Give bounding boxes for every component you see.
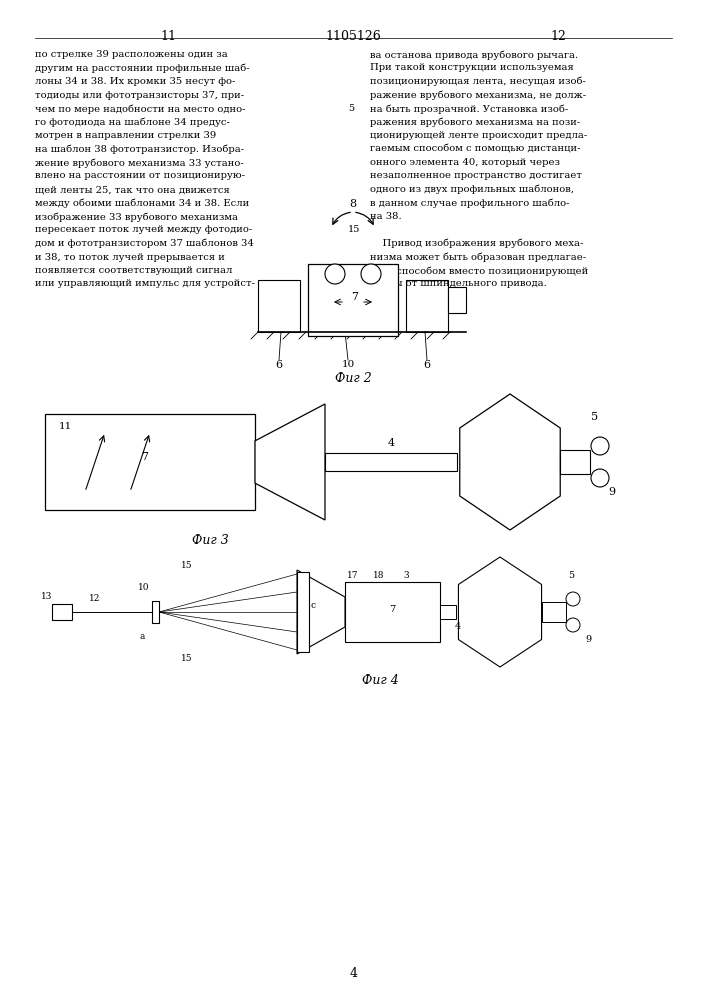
Bar [560, 450, 590, 474]
Text: и 38, то поток лучей прерывается и: и 38, то поток лучей прерывается и [35, 252, 225, 261]
Text: онного элемента 40, который через: онного элемента 40, который через [370, 158, 560, 167]
Polygon shape [458, 557, 542, 667]
Text: влено на расстоянии от позиционирую-: влено на расстоянии от позиционирую- [35, 172, 245, 180]
Text: жение врубового механизма 33 устано-: жение врубового механизма 33 устано- [35, 158, 244, 167]
Text: 7: 7 [141, 452, 148, 462]
Text: 12: 12 [89, 594, 100, 603]
Bar [406, 280, 448, 332]
Text: 1105126: 1105126 [326, 30, 381, 43]
Polygon shape [297, 570, 345, 654]
Text: Фиг 3: Фиг 3 [192, 534, 228, 547]
Polygon shape [255, 404, 325, 520]
Bar [308, 264, 398, 336]
Bar [297, 572, 309, 652]
Text: При такой конструкции используемая: При такой конструкции используемая [370, 64, 574, 73]
Text: 11: 11 [59, 422, 72, 431]
Text: мым способом вместо позиционирующей: мым способом вместо позиционирующей [370, 266, 588, 275]
Bar [45, 414, 255, 510]
Text: появляется соответствующий сигнал: появляется соответствующий сигнал [35, 266, 233, 275]
Text: на быть прозрачной. Установка изоб-: на быть прозрачной. Установка изоб- [370, 104, 568, 113]
Text: 15: 15 [181, 561, 193, 570]
Text: 12: 12 [550, 30, 566, 43]
Text: на 38.: на 38. [370, 212, 402, 221]
Text: c: c [311, 601, 316, 610]
Text: 9: 9 [609, 487, 616, 497]
Circle shape [591, 469, 609, 487]
Text: изображение 33 врубового механизма: изображение 33 врубового механизма [35, 212, 238, 222]
Bar [448, 287, 466, 313]
Bar [345, 582, 440, 642]
Text: или управляющий импульс для устройст-: или управляющий импульс для устройст- [35, 279, 255, 288]
Text: ва останова привода врубового рычага.: ва останова привода врубового рычага. [370, 50, 578, 60]
Text: на шаблон 38 фототранзистор. Изобра-: на шаблон 38 фототранзистор. Изобра- [35, 144, 244, 154]
Text: в данном случае профильного шабло-: в данном случае профильного шабло- [370, 198, 570, 208]
Text: 8: 8 [349, 199, 356, 209]
Text: чем по мере надобности на место одно-: чем по мере надобности на место одно- [35, 104, 245, 113]
Text: мотрен в направлении стрелки 39: мотрен в направлении стрелки 39 [35, 131, 216, 140]
Text: 18: 18 [373, 571, 385, 580]
Bar [52, 604, 72, 620]
Bar [258, 280, 300, 332]
Text: 9: 9 [585, 635, 591, 644]
Text: ленты от шпиндельного привода.: ленты от шпиндельного привода. [370, 279, 547, 288]
Text: другим на расстоянии профильные шаб-: другим на расстоянии профильные шаб- [35, 64, 250, 73]
Text: между обоими шаблонами 34 и 38. Если: между обоими шаблонами 34 и 38. Если [35, 198, 250, 208]
Text: 4: 4 [349, 967, 358, 980]
Circle shape [325, 264, 345, 284]
Text: 15: 15 [181, 654, 193, 663]
Circle shape [566, 618, 580, 632]
Text: щей ленты 25, так что она движется: щей ленты 25, так что она движется [35, 185, 230, 194]
Text: го фотодиода на шаблоне 34 предус-: го фотодиода на шаблоне 34 предус- [35, 117, 230, 127]
Text: 6: 6 [423, 360, 431, 370]
Text: пересекает поток лучей между фотодио-: пересекает поток лучей между фотодио- [35, 226, 252, 234]
Text: позиционирующая лента, несущая изоб-: позиционирующая лента, несущая изоб- [370, 77, 586, 87]
Text: 17: 17 [347, 571, 358, 580]
Text: 10: 10 [139, 583, 150, 592]
Circle shape [591, 437, 609, 455]
Text: 7: 7 [351, 292, 358, 302]
Text: ражения врубового механизма на пози-: ражения врубового механизма на пози- [370, 117, 580, 127]
Text: 15: 15 [348, 226, 361, 234]
Text: ционирующей ленте происходит предла-: ционирующей ленте происходит предла- [370, 131, 588, 140]
Text: дом и фототранзистором 37 шаблонов 34: дом и фототранзистором 37 шаблонов 34 [35, 239, 254, 248]
Circle shape [566, 592, 580, 606]
Text: Привод изображения врубового меха-: Привод изображения врубового меха- [370, 239, 583, 248]
Circle shape [361, 264, 381, 284]
Text: 4: 4 [455, 622, 461, 631]
Text: 11: 11 [160, 30, 176, 43]
Text: лоны 34 и 38. Их кромки 35 несут фо-: лоны 34 и 38. Их кромки 35 несут фо- [35, 77, 235, 86]
Text: 6: 6 [276, 360, 283, 370]
Text: тодиоды или фототранзисторы 37, при-: тодиоды или фототранзисторы 37, при- [35, 91, 244, 100]
Text: Фиг 2: Фиг 2 [334, 372, 371, 385]
Polygon shape [460, 394, 560, 530]
Text: 4: 4 [387, 438, 395, 448]
Bar [542, 602, 566, 622]
Text: a: a [139, 632, 145, 641]
Text: 5: 5 [592, 412, 599, 422]
Text: 3: 3 [403, 571, 409, 580]
Text: 10: 10 [341, 360, 355, 369]
Bar [152, 601, 159, 623]
Text: 5: 5 [348, 104, 354, 113]
Text: незаполненное пространство достигает: незаполненное пространство достигает [370, 172, 582, 180]
Text: низма может быть образован предлагае-: низма может быть образован предлагае- [370, 252, 586, 262]
Text: Фиг 4: Фиг 4 [361, 674, 398, 687]
Bar [440, 605, 456, 619]
Text: 13: 13 [41, 592, 53, 601]
Text: гаемым способом с помощью дистанци-: гаемым способом с помощью дистанци- [370, 144, 580, 153]
Bar [325, 453, 457, 471]
Text: 5: 5 [568, 571, 574, 580]
Text: ражение врубового механизма, не долж-: ражение врубового механизма, не долж- [370, 91, 586, 100]
Text: 7: 7 [390, 604, 396, 613]
Text: одного из двух профильных шаблонов,: одного из двух профильных шаблонов, [370, 185, 574, 194]
Text: по стрелке 39 расположены один за: по стрелке 39 расположены один за [35, 50, 228, 59]
